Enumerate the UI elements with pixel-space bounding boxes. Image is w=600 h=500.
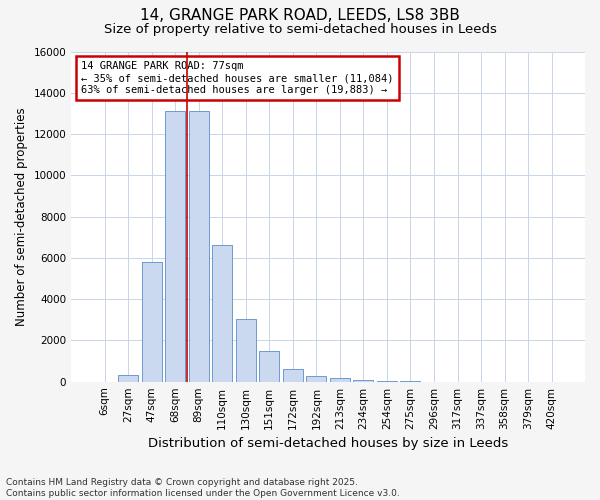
Bar — [283, 369, 303, 382]
Bar — [188, 112, 209, 382]
Bar — [142, 262, 161, 382]
X-axis label: Distribution of semi-detached houses by size in Leeds: Distribution of semi-detached houses by … — [148, 437, 508, 450]
Bar — [377, 381, 397, 382]
Bar — [165, 112, 185, 382]
Bar — [307, 376, 326, 382]
Bar — [118, 376, 138, 382]
Y-axis label: Number of semi-detached properties: Number of semi-detached properties — [15, 108, 28, 326]
Bar — [259, 351, 279, 382]
Text: 14, GRANGE PARK ROAD, LEEDS, LS8 3BB: 14, GRANGE PARK ROAD, LEEDS, LS8 3BB — [140, 8, 460, 22]
Text: 14 GRANGE PARK ROAD: 77sqm
← 35% of semi-detached houses are smaller (11,084)
63: 14 GRANGE PARK ROAD: 77sqm ← 35% of semi… — [82, 62, 394, 94]
Bar — [236, 318, 256, 382]
Bar — [330, 378, 350, 382]
Bar — [353, 380, 373, 382]
Bar — [212, 246, 232, 382]
Text: Contains HM Land Registry data © Crown copyright and database right 2025.
Contai: Contains HM Land Registry data © Crown c… — [6, 478, 400, 498]
Text: Size of property relative to semi-detached houses in Leeds: Size of property relative to semi-detach… — [104, 22, 496, 36]
